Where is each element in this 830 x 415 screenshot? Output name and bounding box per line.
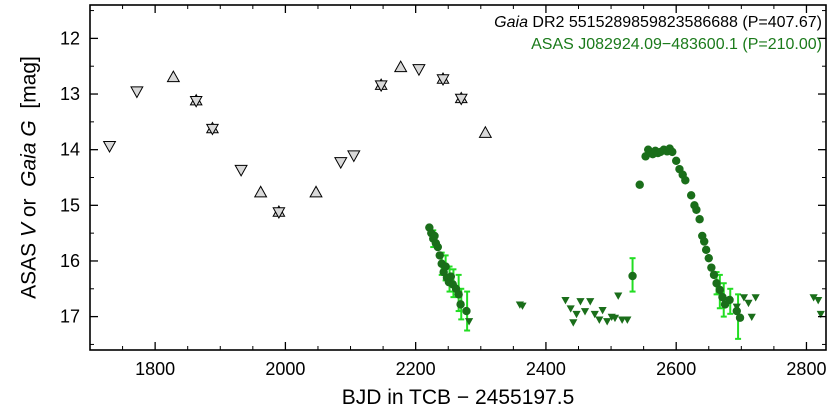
errorbar-layer <box>430 229 742 340</box>
data-point-triangle-up <box>253 185 268 198</box>
data-point-circle <box>454 290 463 299</box>
y-label-part: [mag] <box>17 56 40 120</box>
data-point-star <box>436 71 450 87</box>
data-point-circle <box>635 180 644 189</box>
x-tick-label: 2400 <box>526 359 566 379</box>
data-point-triangle-down-small <box>580 308 590 316</box>
y-tick-label: 17 <box>60 307 80 327</box>
data-point-triangle-down-small <box>751 294 760 302</box>
y-label-part: V <box>17 221 40 237</box>
data-point-circle <box>709 270 719 280</box>
legend-text-part: DR2 5515289859823586688 (P=407.67) <box>528 14 822 31</box>
data-point-triangle-down-small <box>610 314 620 323</box>
marker-layer <box>102 60 825 327</box>
data-point-triangle-down-small <box>576 298 585 306</box>
legend-text-part: Gaia <box>494 14 528 31</box>
data-point-triangle-down-small <box>739 294 749 302</box>
data-point-circle <box>435 251 444 260</box>
data-point-triangle-down-small <box>572 310 581 319</box>
data-point-triangle-down <box>102 140 117 154</box>
y-label-part: Gaia G <box>17 120 40 187</box>
data-point-star <box>272 204 286 220</box>
data-point-triangle-down <box>347 150 361 163</box>
tick-layer: 1800 2000 2200 2400 2600 2800 12 13 14 15 16 17 <box>60 5 826 379</box>
data-point-triangle-down-small <box>614 292 623 300</box>
legend-entry: ASAS J082924.09−483600.1 (P=210.00) <box>531 36 822 53</box>
data-point-triangle-up <box>309 185 323 198</box>
data-point-circle <box>692 205 701 214</box>
data-point-triangle-down-small <box>732 303 741 312</box>
data-point-triangle-up <box>478 125 493 138</box>
data-point-triangle-down-small <box>618 316 627 324</box>
data-point-circle <box>718 292 727 302</box>
data-point-circle <box>433 242 443 252</box>
data-point-circle <box>695 215 704 224</box>
data-point-triangle-down <box>130 86 144 99</box>
data-point-circle <box>628 271 637 281</box>
data-point-circle <box>686 191 696 200</box>
y-tick-label: 16 <box>60 251 80 271</box>
data-point-circle <box>701 245 711 255</box>
data-point-triangle-down-small <box>569 319 578 327</box>
data-point-star <box>189 93 203 108</box>
data-point-circle <box>707 263 716 272</box>
data-point-circle <box>430 231 439 241</box>
data-point-circle <box>446 272 456 281</box>
data-point-triangle-down <box>412 64 426 77</box>
data-point-circle <box>712 279 721 288</box>
x-tick-label: 2600 <box>656 359 696 379</box>
x-tick-label: 2200 <box>396 359 436 379</box>
data-point-star <box>454 91 468 106</box>
x-tick-label: 2800 <box>786 359 826 379</box>
data-point-triangle-up <box>393 60 408 73</box>
y-tick-label: 15 <box>60 195 80 215</box>
y-tick-label: 14 <box>60 140 80 160</box>
data-point-circle <box>456 300 465 309</box>
x-tick-label: 2000 <box>265 359 305 379</box>
data-point-triangle-down-small <box>595 316 604 324</box>
x-tick-label: 1800 <box>135 359 175 379</box>
data-point-triangle-down-small <box>603 318 612 326</box>
data-point-triangle-down-small <box>590 310 599 319</box>
data-point-triangle-down <box>334 157 348 170</box>
data-point-triangle-down <box>234 164 248 177</box>
x-axis-label: BJD in TCB − 2455197.5 <box>342 386 575 409</box>
data-point-triangle-down-small <box>747 313 756 322</box>
data-point-star <box>374 78 388 93</box>
data-point-circle <box>715 285 725 295</box>
data-point-circle <box>462 306 471 316</box>
y-label-part: ASAS <box>17 237 40 299</box>
data-point-triangle-down-small <box>586 298 595 306</box>
data-point-circle <box>681 176 690 185</box>
data-point-circle <box>735 313 745 322</box>
data-point-triangle-down-small <box>744 299 753 308</box>
data-point-circle <box>725 295 734 305</box>
legend-text-part: ASAS J082924.09−483600.1 (P=210.00) <box>531 36 822 53</box>
data-point-triangle-down-small <box>623 316 632 324</box>
data-point-triangle-down-small <box>561 296 570 305</box>
legend-entry: Gaia DR2 5515289859823586688 (P=407.67) <box>494 14 822 31</box>
data-point-triangle-down-small <box>566 305 575 313</box>
data-point-star <box>205 121 220 136</box>
data-point-triangle-down-small <box>816 310 825 319</box>
data-point-circle <box>704 253 713 263</box>
legend: Gaia DR2 5515289859823586688 (P=407.67) A… <box>494 14 822 53</box>
y-tick-label: 12 <box>60 28 80 48</box>
y-label-part: or <box>17 187 40 223</box>
data-point-circle <box>441 262 450 271</box>
data-point-triangle-down-small <box>598 307 607 315</box>
data-point-triangle-down-small <box>464 318 474 326</box>
data-point-circle <box>671 156 681 166</box>
data-point-triangle-down-small <box>518 302 527 310</box>
y-tick-label: 13 <box>60 84 80 104</box>
data-point-circle <box>668 147 677 157</box>
data-point-triangle-down-small <box>814 296 823 305</box>
data-point-circle <box>700 237 709 246</box>
y-axis-label: ASAS V or Gaia G [mag] <box>17 56 40 299</box>
data-point-triangle-up <box>166 70 181 83</box>
